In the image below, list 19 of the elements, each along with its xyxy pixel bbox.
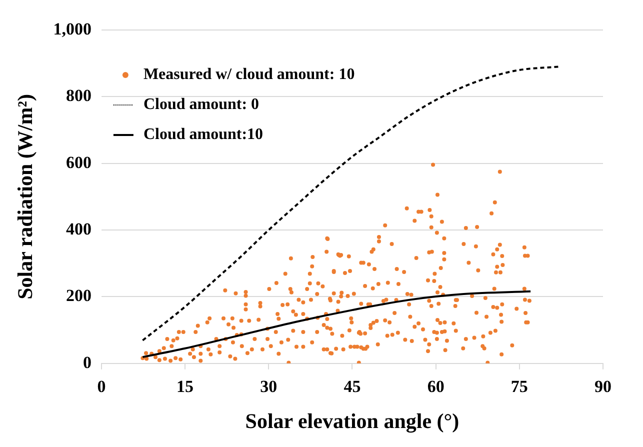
line-series: [142, 66, 560, 342]
x-tick-label: 15: [176, 376, 194, 396]
y-axis-title: Solar radiation (W/m²): [13, 94, 38, 300]
y-tick-label: 1,000: [53, 19, 92, 38]
legend-label: Cloud amount: 0: [143, 96, 260, 114]
legend-label: Cloud amount:10: [143, 126, 264, 144]
y-tick-label: 600: [66, 152, 92, 172]
x-tick-label: 0: [97, 376, 106, 396]
x-tick-label: 60: [427, 376, 444, 396]
x-tick-label: 90: [594, 376, 612, 396]
legend-label: Measured w/ cloud amount: 10: [143, 66, 355, 84]
y-tick-label: 0: [82, 352, 92, 372]
y-tick-label: 800: [66, 86, 92, 106]
x-axis-title: Solar elevation angle (°): [245, 408, 460, 433]
x-tick-label: 75: [510, 376, 528, 396]
x-tick-label: 30: [260, 376, 278, 396]
y-tick-label: 200: [66, 286, 92, 306]
x-tick-label: 45: [344, 376, 361, 396]
y-tick-label: 400: [66, 219, 92, 238]
